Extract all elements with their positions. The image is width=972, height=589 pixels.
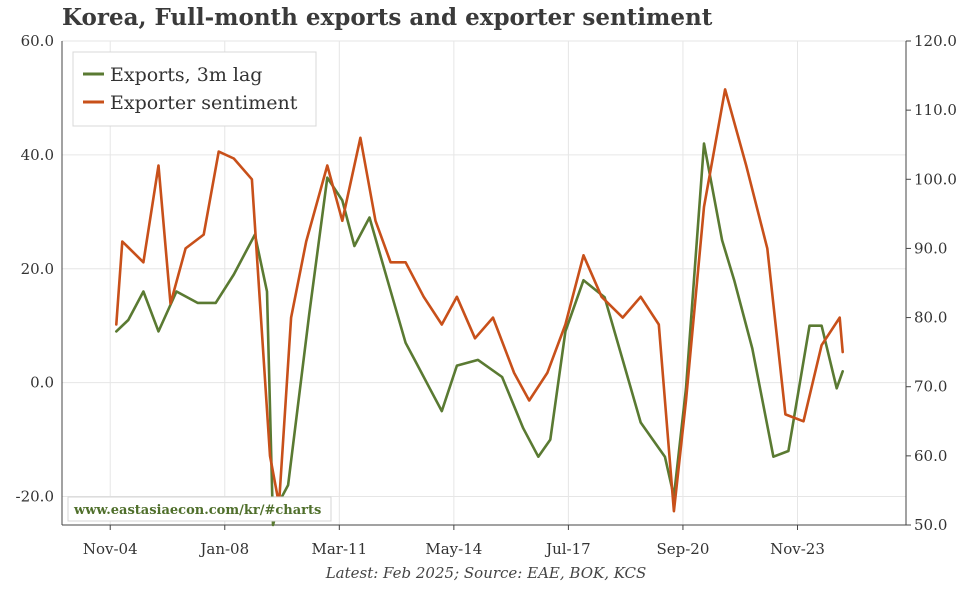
x-tick-label: May-14 (425, 540, 482, 558)
y-left-tick-label: 20.0 (21, 260, 54, 278)
series-lines (115, 88, 845, 527)
x-tick-label: Jul-17 (544, 540, 591, 558)
legend-label-sentiment: Exporter sentiment (110, 92, 298, 114)
x-tick-label: Mar-11 (311, 540, 367, 558)
chart-title: Korea, Full-month exports and exporter s… (62, 4, 713, 31)
y-right-tick-label: 80.0 (914, 309, 947, 327)
x-tick-label: Jan-08 (198, 540, 249, 558)
y-right-tick-label: 110.0 (914, 101, 957, 119)
legend-box (72, 51, 317, 127)
y-left-tick-label: 60.0 (21, 32, 54, 50)
y-left-tick-label: 0.0 (30, 374, 54, 392)
y-left-tick-label: 40.0 (21, 146, 54, 164)
x-tick-label: Nov-23 (770, 540, 825, 558)
legend: Exports, 3m lag Exporter sentiment (72, 51, 317, 127)
y-right-tick-label: 70.0 (914, 378, 947, 396)
tick-labels: -20.0 0.0 20.0 40.0 60.0 50.0 60.0 70.0 80.0 90.0… (16, 32, 957, 558)
watermark-box: www.eastasiaecon.com/kr/#charts (67, 496, 332, 522)
y-right-tick-label: 50.0 (914, 516, 947, 534)
grid-lines (62, 40, 906, 525)
axes (61, 40, 911, 530)
y-right-tick-label: 100.0 (914, 170, 957, 188)
y-left-tick-label: -20.0 (16, 488, 54, 506)
y-right-tick-label: 120.0 (914, 32, 957, 50)
exports-line (115, 142, 845, 527)
source-note: Latest: Feb 2025; Source: EAE, BOK, KCS (325, 564, 647, 582)
watermark-text: www.eastasiaecon.com/kr/#charts (73, 503, 321, 518)
x-tick-label: Sep-20 (656, 540, 709, 558)
legend-label-exports: Exports, 3m lag (110, 64, 262, 86)
y-right-tick-label: 60.0 (914, 447, 947, 465)
y-right-tick-label: 90.0 (914, 239, 947, 257)
sentiment-line (115, 88, 845, 513)
x-tick-label: Nov-04 (83, 540, 138, 558)
